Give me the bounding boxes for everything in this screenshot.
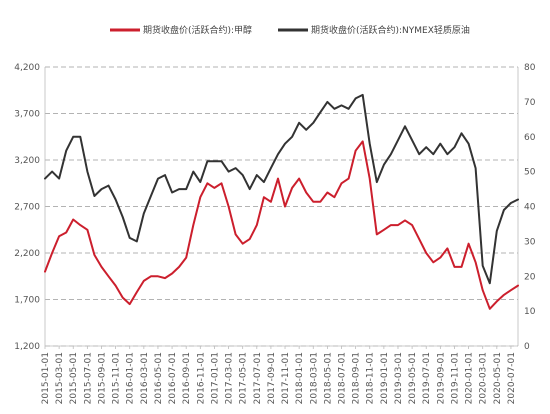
series-line-methanol [44,140,519,310]
x-tick-label: 2015-09-01 [97,352,107,404]
x-tick-label: 2015-01-01 [41,352,51,404]
x-tick-label: 2016-11-01 [196,352,206,404]
x-tick-label: 2020-03-01 [479,352,489,404]
y-right-tick-label: 0 [524,342,530,352]
x-tick-label: 2019-05-01 [408,352,418,404]
y-left-tick-label: 4,200 [14,63,40,73]
x-tick-label: 2019-01-01 [380,352,390,404]
y-right-tick-label: 60 [524,133,536,143]
y-right-tick-label: 40 [524,203,536,213]
x-tick-label: 2018-05-01 [323,352,333,404]
y-right-tick-label: 10 [524,307,536,317]
y-left-tick-label: 2,200 [14,249,40,259]
x-tick-label: 2019-03-01 [394,352,404,404]
y-left-tick-label: 1,200 [14,342,40,352]
legend-label-methanol: 期货收盘价(活跃合约):甲醇 [143,24,252,36]
series-line-crude-oil [44,93,519,285]
x-tick-label: 2020-07-01 [507,352,517,404]
x-tick-label: 2017-05-01 [239,352,249,404]
y-right-tick-label: 80 [524,63,536,73]
x-tick-label: 2017-03-01 [225,352,235,404]
x-tick-label: 2017-07-01 [253,352,263,404]
legend: 期货收盘价(活跃合约):甲醇 期货收盘价(活跃合约):NYMEX轻质原油 [110,24,470,36]
x-tick-label: 2018-03-01 [309,352,319,404]
x-tick-label: 2016-01-01 [126,352,136,404]
series-lines [44,93,519,310]
x-tick-label: 2018-01-01 [295,352,305,404]
y-left-tick-label: 3,200 [14,156,40,166]
legend-label-crude-oil: 期货收盘价(活跃合约):NYMEX轻质原油 [311,24,470,36]
x-tick-label: 2016-05-01 [154,352,164,404]
x-tick-label: 2019-09-01 [436,352,446,404]
x-tick-label: 2016-07-01 [168,352,178,404]
x-tick-label: 2018-11-01 [366,352,376,404]
x-tick-label: 2019-07-01 [422,352,432,404]
x-tick-label: 2016-09-01 [182,352,192,404]
y-right-tick-label: 30 [524,237,536,247]
x-tick-label: 2020-01-01 [465,352,475,404]
x-tick-label: 2018-07-01 [338,352,348,404]
grid [45,66,518,347]
x-tick-label: 2015-11-01 [112,352,122,404]
y-right-tick-label: 20 [524,272,536,282]
x-tick-label: 2017-09-01 [267,352,277,404]
y-right-tick-label: 50 [524,168,536,178]
axes: 4,200 3,700 3,200 2,700 2,200 1,700 1,200 80 70 6… [14,63,535,404]
x-tick-label: 2017-11-01 [281,352,291,404]
x-tick-label: 2015-07-01 [83,352,93,404]
y-right-tick-label: 70 [524,98,536,108]
x-tick-label: 2015-05-01 [69,352,79,404]
x-tick-label: 2017-01-01 [210,352,220,404]
x-tick-label: 2016-03-01 [140,352,150,404]
y-left-tick-label: 2,700 [14,203,40,213]
x-tick-label: 2015-03-01 [55,352,65,404]
x-tick-label: 2019-11-01 [450,352,460,404]
y-left-tick-label: 3,700 [14,110,40,120]
x-tick-label: 2018-09-01 [352,352,362,404]
y-left-tick-label: 1,700 [14,296,40,306]
x-tick-label: 2020-05-01 [493,352,503,404]
